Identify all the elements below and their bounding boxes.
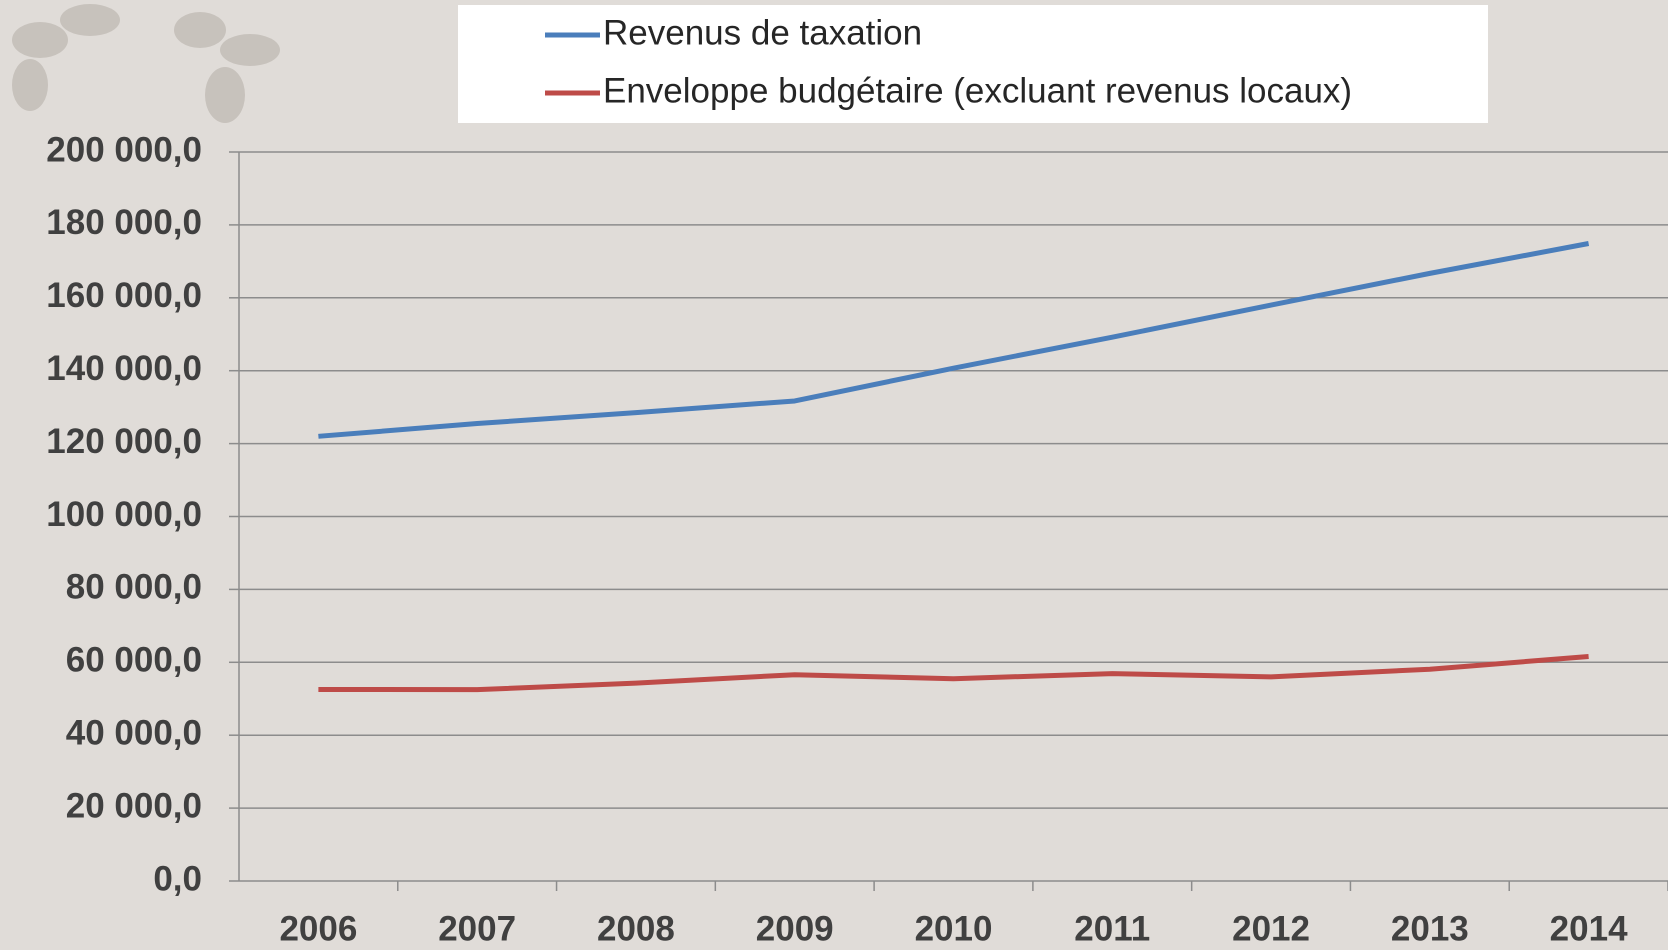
legend-label: Enveloppe budgétaire (excluant revenus l… (603, 71, 1352, 110)
legend-label: Revenus de taxation (603, 13, 922, 52)
y-tick-label: 100 000,0 (46, 495, 202, 534)
x-tick-label: 2008 (597, 909, 675, 948)
y-tick-label: 120 000,0 (46, 422, 202, 461)
x-tick-label: 2012 (1232, 909, 1310, 948)
decoration (12, 4, 280, 123)
y-tick-label: 160 000,0 (46, 276, 202, 315)
y-tick-label: 180 000,0 (46, 203, 202, 242)
x-tick-label: 2006 (279, 909, 357, 948)
x-tick-label: 2009 (756, 909, 834, 948)
x-tick-label: 2014 (1550, 909, 1628, 948)
y-tick-label: 20 000,0 (66, 786, 202, 825)
series-line (318, 241, 1590, 439)
y-tick-label: 0,0 (153, 859, 202, 898)
x-tick-label: 2011 (1074, 909, 1150, 948)
y-tick-label: 200 000,0 (46, 130, 202, 169)
y-tick-label: 60 000,0 (66, 641, 202, 680)
x-tick-label: 2013 (1391, 909, 1469, 948)
x-tick-label: 2007 (438, 909, 516, 948)
legend-box (458, 5, 1488, 123)
x-tick-label: 2010 (915, 909, 993, 948)
y-tick-label: 140 000,0 (46, 349, 202, 388)
y-tick-label: 80 000,0 (66, 568, 202, 607)
y-tick-label: 40 000,0 (66, 713, 202, 752)
series-line (318, 653, 1589, 693)
